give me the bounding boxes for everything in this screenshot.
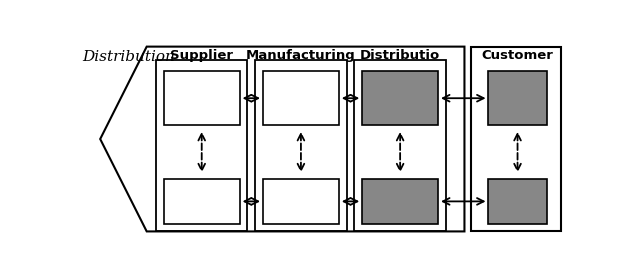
FancyArrowPatch shape <box>344 198 357 205</box>
Text: Distributio: Distributio <box>360 49 440 62</box>
Bar <box>263 179 339 224</box>
Bar <box>156 60 247 232</box>
Bar <box>354 60 446 232</box>
FancyArrowPatch shape <box>443 198 484 205</box>
Bar <box>263 71 339 125</box>
Bar <box>362 179 438 224</box>
Text: Customer: Customer <box>482 49 553 62</box>
Text: Supplier: Supplier <box>170 49 233 62</box>
FancyArrowPatch shape <box>298 134 304 170</box>
Bar <box>489 179 546 224</box>
Bar <box>362 71 438 125</box>
FancyArrowPatch shape <box>198 134 205 170</box>
Bar <box>164 71 240 125</box>
FancyArrowPatch shape <box>514 134 521 170</box>
Text: Manufacturing: Manufacturing <box>246 49 356 62</box>
FancyArrowPatch shape <box>397 134 403 170</box>
FancyArrowPatch shape <box>344 95 357 102</box>
Bar <box>164 179 240 224</box>
Bar <box>472 47 561 232</box>
FancyArrowPatch shape <box>244 95 258 102</box>
FancyArrowPatch shape <box>244 198 258 205</box>
Bar <box>489 71 546 125</box>
FancyArrowPatch shape <box>443 95 484 102</box>
Bar <box>255 60 347 232</box>
Text: Distribution: Distribution <box>82 51 175 64</box>
